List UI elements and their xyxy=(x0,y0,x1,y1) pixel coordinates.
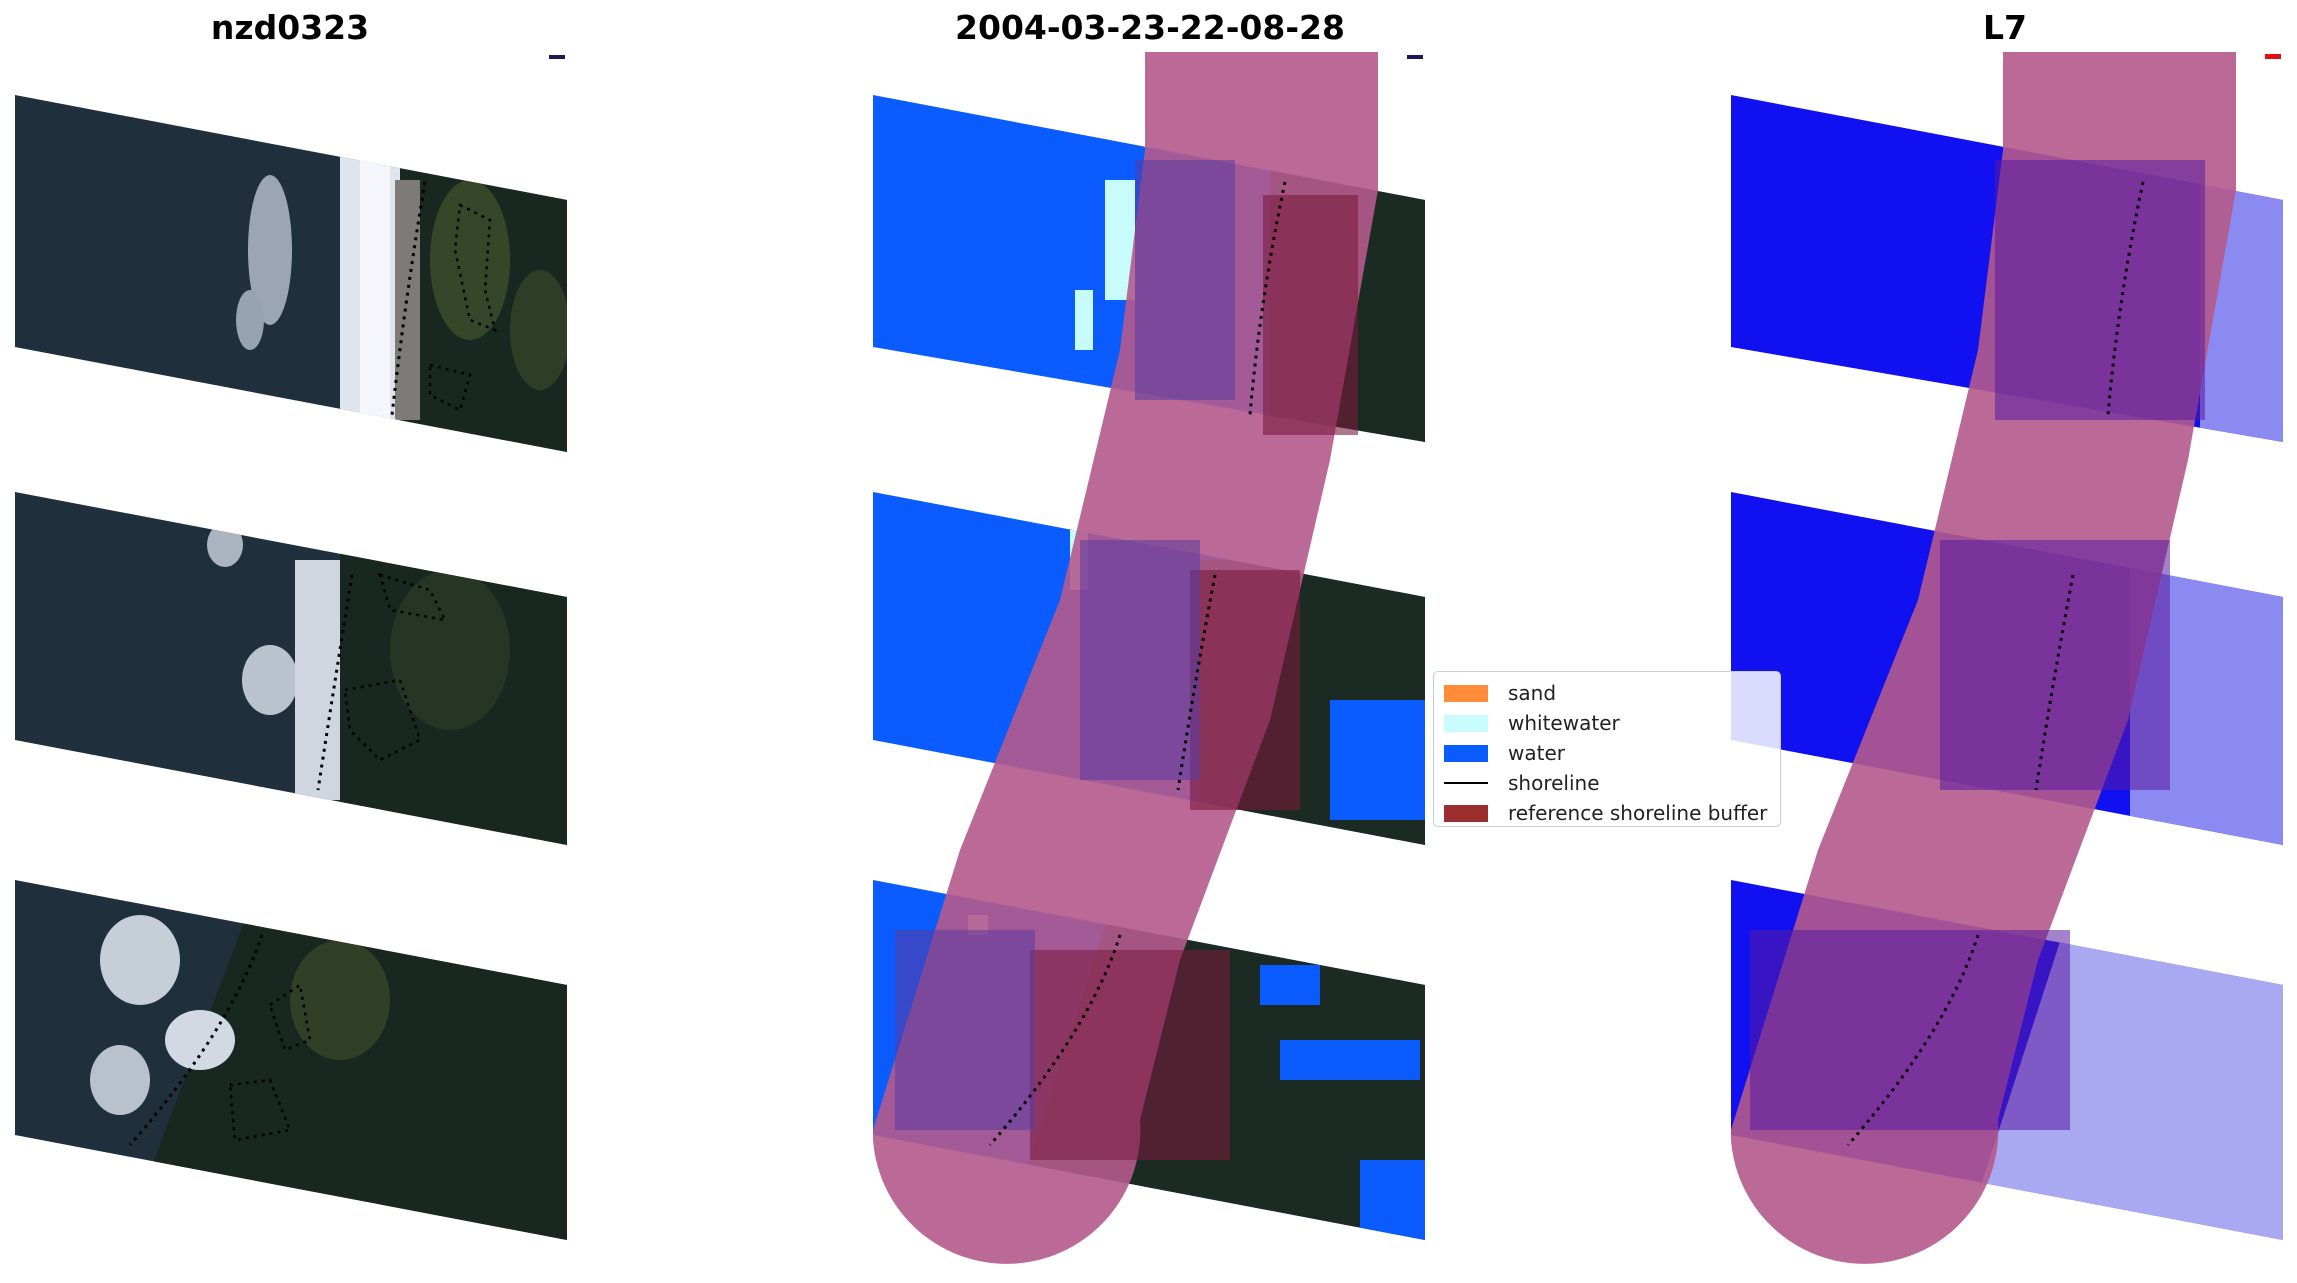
water-swatch xyxy=(1444,744,1488,762)
legend-item-water: water xyxy=(1444,738,1770,768)
rgb-strip-2 xyxy=(15,492,567,845)
panel-title-classification: 2004-03-23-22-08-28 xyxy=(955,8,1345,47)
reference-buffer-rgb-1 xyxy=(453,203,497,333)
shoreline-swatch xyxy=(1444,782,1488,784)
shoreline-l7-3 xyxy=(1846,934,1980,1146)
legend: sand whitewater water shoreline referenc… xyxy=(1433,671,1781,827)
classification-panel xyxy=(873,52,1425,1264)
whitewater-swatch xyxy=(1444,714,1488,732)
rgb-strip-3 xyxy=(15,880,567,1240)
legend-item-sand: sand xyxy=(1444,678,1770,708)
legend-item-whitewater: whitewater xyxy=(1444,708,1770,738)
shoreline-class-2 xyxy=(1176,574,1217,791)
l7-panel xyxy=(1731,52,2283,1264)
panel-title-rgb: nzd0323 xyxy=(210,8,370,47)
panel-title-mndwi: L7 xyxy=(1983,8,2027,47)
shoreline-l7-2 xyxy=(2034,574,2075,791)
shoreline-class-3 xyxy=(988,934,1122,1146)
rgb-strip-1 xyxy=(15,95,567,452)
legend-item-reference-buffer: reference shoreline buffer xyxy=(1444,798,1770,828)
shoreline-rgb-2 xyxy=(316,574,354,791)
sand-swatch xyxy=(1444,684,1488,702)
shoreline-rgb-3 xyxy=(128,934,264,1146)
legend-item-shoreline: shoreline xyxy=(1444,768,1770,798)
reference-buffer-swatch xyxy=(1444,804,1488,822)
rgb-image-panel xyxy=(15,55,567,1240)
